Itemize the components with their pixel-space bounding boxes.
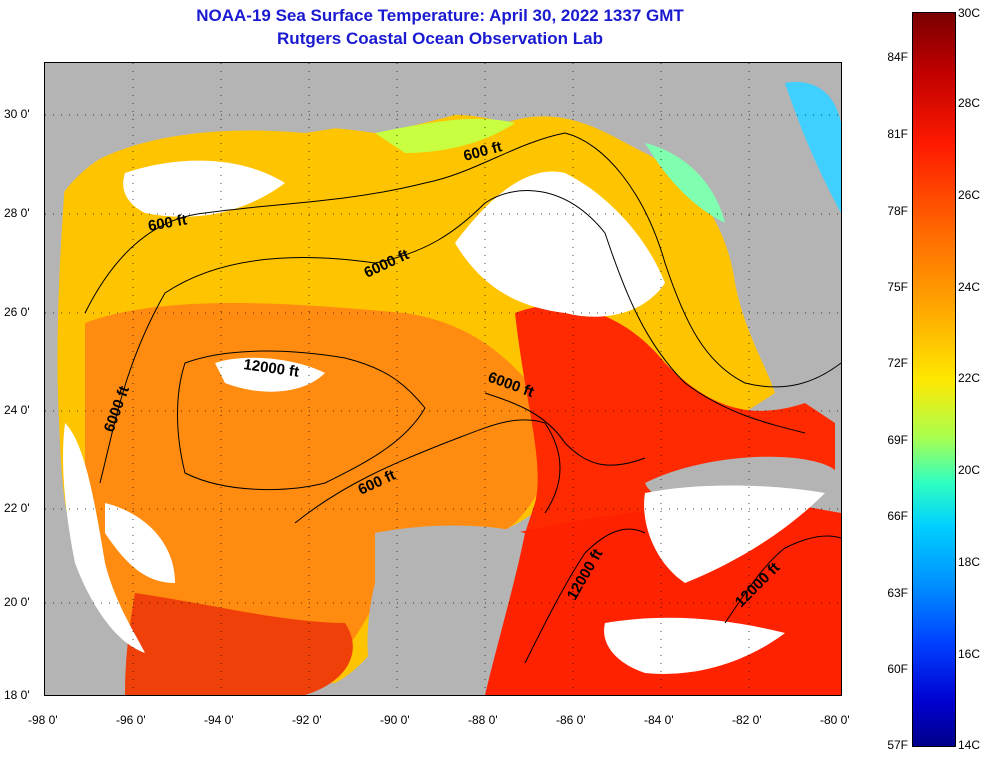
lat-label-22: 22 0' xyxy=(4,501,30,515)
contour-label-600ft-west: 600 ft xyxy=(147,211,189,235)
colorbar-label-14c: 14C xyxy=(958,738,981,752)
colorbar-label-63f: 63F xyxy=(887,586,908,600)
west-coast-land xyxy=(45,223,125,695)
colorbar-label-28c: 28C xyxy=(958,96,981,110)
colorbar-label-78f: 78F xyxy=(887,204,908,218)
cool-patch-florida xyxy=(785,82,841,214)
colorbar-label-20c: 20C xyxy=(958,463,981,477)
bay-of-campeche-warm xyxy=(125,593,353,695)
colorbar-label-69f: 69F xyxy=(887,433,908,447)
contour-600ft-north xyxy=(84,132,841,388)
gulf-water-mid xyxy=(85,303,554,684)
lon-label-80: -80 0' xyxy=(820,713,850,727)
lon-label-84: -84 0' xyxy=(644,713,674,727)
lat-label-28: 28 0' xyxy=(4,206,30,220)
lon-label-94: -94 0' xyxy=(204,713,234,727)
cloud-north-coast xyxy=(123,160,286,217)
cloud-northeast xyxy=(455,171,665,317)
contour-600ft-yucatan xyxy=(294,419,561,524)
cloud-gulf-center xyxy=(215,357,325,392)
lat-label-18: 18 0' xyxy=(4,688,30,702)
map-title: NOAA-19 Sea Surface Temperature: April 3… xyxy=(196,6,684,25)
contour-12000ft-caribbean-w xyxy=(524,528,646,664)
lon-label-98: -98 0' xyxy=(28,713,58,727)
map-subtitle: Rutgers Coastal Ocean Observation Lab xyxy=(277,29,603,48)
cloud-west xyxy=(63,423,145,653)
contour-12000ft xyxy=(177,350,426,491)
colorbar-label-22c: 22C xyxy=(958,371,981,385)
colorbar-label-26c: 26C xyxy=(958,188,981,202)
sst-map: 600 ft 600 ft 6000 ft 12000 ft 6000 ft 6… xyxy=(44,62,842,696)
sst-map-svg: 600 ft 600 ft 6000 ft 12000 ft 6000 ft 6… xyxy=(45,63,841,695)
colorbar-label-60f: 60F xyxy=(887,662,908,676)
cloud-caribbean xyxy=(604,617,785,674)
contour-12000ft-caribbean-e xyxy=(724,535,841,624)
lat-label-20: 20 0' xyxy=(4,595,30,609)
colorbar-label-66f: 66F xyxy=(887,509,908,523)
colorbar-label-57f: 57F xyxy=(887,738,908,752)
lon-label-90: -90 0' xyxy=(380,713,410,727)
cool-patch-north xyxy=(375,118,515,153)
lon-label-92: -92 0' xyxy=(292,713,322,727)
colorbar-label-81f: 81F xyxy=(887,127,908,141)
lat-label-30: 30 0' xyxy=(4,107,30,121)
lon-label-82: -82 0' xyxy=(732,713,762,727)
colorbar-label-24c: 24C xyxy=(958,280,981,294)
yucatan-land xyxy=(367,525,525,695)
cloud-bay xyxy=(105,503,175,583)
florida-land xyxy=(702,63,841,373)
colorbar-label-16c: 16C xyxy=(958,647,981,661)
cool-patch-bigbend xyxy=(645,143,725,223)
colorbar-label-84f: 84F xyxy=(887,50,908,64)
cloud-yucatan xyxy=(644,485,825,583)
contour-6000ft-yucatan xyxy=(484,392,646,466)
lon-label-96: -96 0' xyxy=(116,713,146,727)
lon-label-86: -86 0' xyxy=(556,713,586,727)
colorbar-label-18c: 18C xyxy=(958,555,981,569)
north-coast-land xyxy=(45,63,841,223)
lat-label-24: 24 0' xyxy=(4,403,30,417)
colorbar-label-75f: 75F xyxy=(887,280,908,294)
temperature-colorbar xyxy=(912,12,956,747)
lon-label-88: -88 0' xyxy=(468,713,498,727)
contour-6000ft xyxy=(99,190,806,484)
colorbar-label-30c: 30C xyxy=(958,6,981,20)
lat-label-26: 26 0' xyxy=(4,305,30,319)
colorbar-label-72f: 72F xyxy=(887,356,908,370)
